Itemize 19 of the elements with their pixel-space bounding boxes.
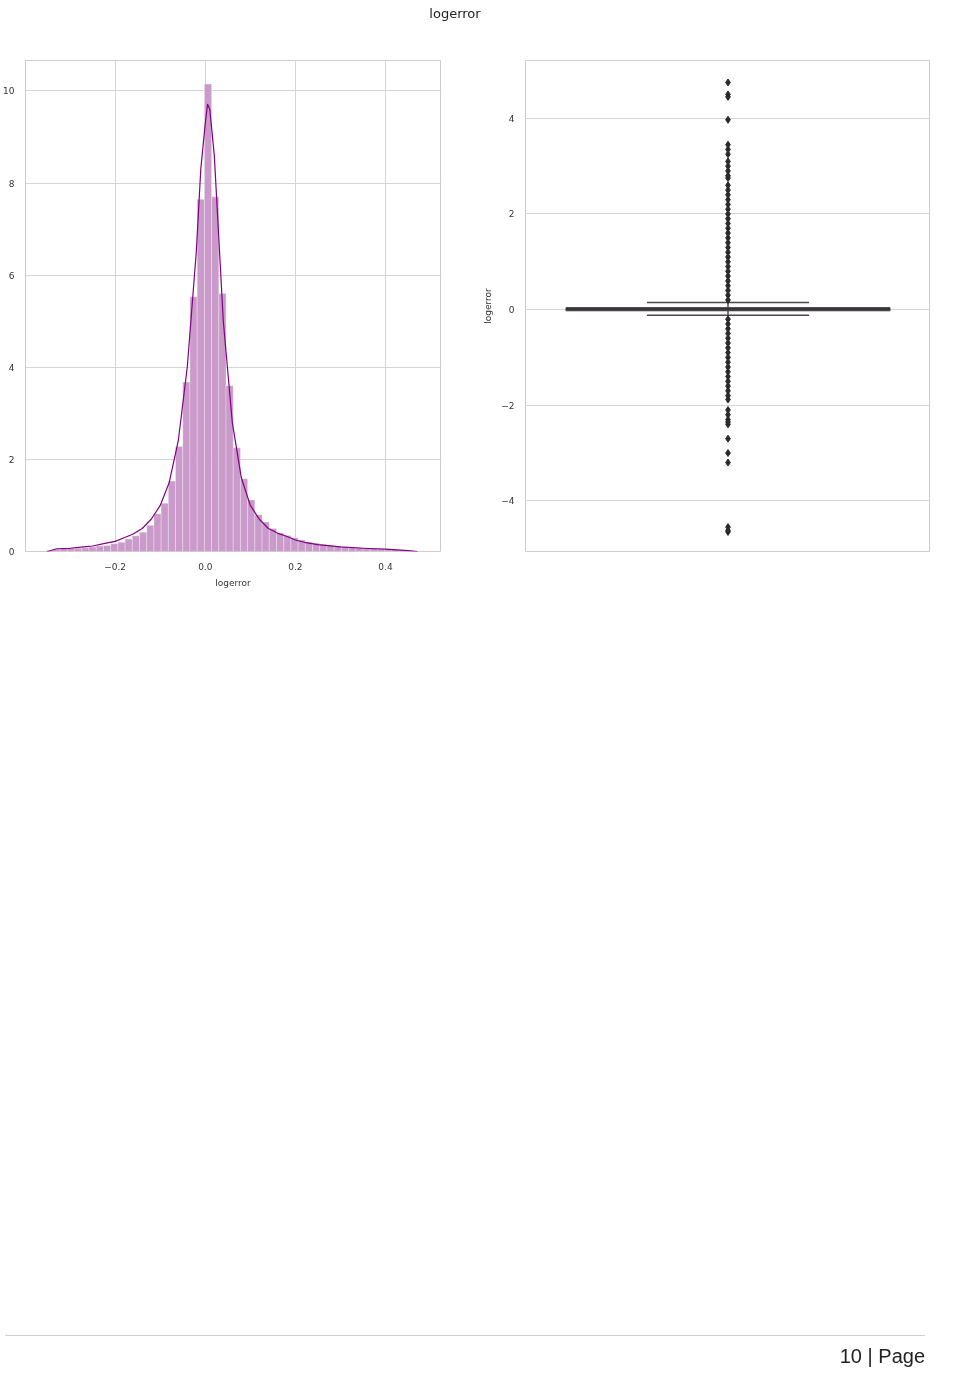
- y-tick-label: 4: [8, 362, 15, 373]
- y-tick-label: 0: [8, 547, 15, 557]
- y-tick-label: 4: [508, 113, 515, 124]
- x-tick-label: 0.0: [198, 561, 213, 572]
- y-tick-label: −4: [501, 496, 515, 507]
- y-axis-title: logerror: [483, 287, 494, 324]
- y-tick-label: 0: [508, 305, 515, 316]
- y-tick-label: −2: [501, 400, 515, 411]
- y-tick-label: 2: [8, 454, 15, 465]
- y-tick-label: 8: [8, 178, 15, 189]
- y-tick-label: 10: [3, 86, 15, 97]
- chart-title: logerror: [428, 5, 482, 23]
- x-axis-title: logerror: [215, 577, 252, 588]
- x-tick-label: 0.2: [288, 561, 303, 572]
- x-tick-label: −0.2: [104, 561, 127, 572]
- x-tick-label: 0.4: [378, 561, 393, 572]
- text: 10 | Page: [5, 1335, 925, 1371]
- y-tick-label: 2: [508, 209, 515, 220]
- y-tick-label: 6: [8, 270, 15, 281]
